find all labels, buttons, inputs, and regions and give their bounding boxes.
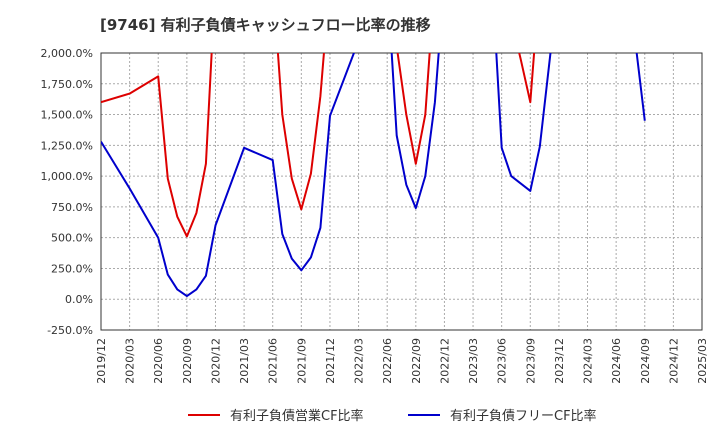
x-tick-label: 2022/06 bbox=[381, 338, 394, 384]
x-tick-label: 2021/06 bbox=[267, 338, 280, 384]
y-tick-label: 500.0% bbox=[51, 232, 93, 245]
y-tick-label: 1,750.0% bbox=[41, 78, 93, 91]
legend-label-1: 有利子負債営業CF比率 bbox=[230, 408, 364, 424]
x-tick-label: 2020/06 bbox=[152, 338, 165, 384]
x-tick-label: 2022/12 bbox=[438, 338, 451, 384]
y-tick-label: 250.0% bbox=[51, 262, 93, 275]
y-tick-label: 1,500.0% bbox=[41, 109, 93, 122]
y-tick-label: 750.0% bbox=[51, 201, 93, 214]
x-tick-label: 2021/09 bbox=[295, 338, 308, 384]
x-tick-label: 2020/09 bbox=[181, 338, 194, 384]
y-tick-label: 0.0% bbox=[65, 293, 93, 306]
grid bbox=[100, 52, 703, 331]
y-tick-label: 1,250.0% bbox=[41, 139, 93, 152]
x-tick-label: 2023/12 bbox=[553, 338, 566, 384]
x-tick-label: 2021/03 bbox=[238, 338, 251, 384]
x-tick-label: 2025/03 bbox=[696, 338, 709, 384]
legend-label-2: 有利子負債フリーCF比率 bbox=[450, 408, 597, 424]
x-tick-label: 2019/12 bbox=[95, 338, 108, 384]
legend: 有利子負債営業CF比率 有利子負債フリーCF比率 bbox=[188, 408, 597, 424]
series-line-1 bbox=[101, 53, 536, 238]
chart-title: [9746] 有利子負債キャッシュフロー比率の推移 bbox=[100, 16, 431, 34]
x-tick-label: 2024/03 bbox=[582, 338, 595, 384]
y-tick-label: 2,000.0% bbox=[41, 47, 93, 60]
series-line-2 bbox=[101, 53, 646, 298]
x-tick-label: 2020/12 bbox=[209, 338, 222, 384]
x-tick-label: 2024/09 bbox=[639, 338, 652, 384]
series bbox=[101, 53, 646, 298]
x-tick-label: 2021/12 bbox=[324, 338, 337, 384]
axes: -250.0% 0.0% 250.0% 500.0% 750.0% 1,000.0% 1,2… bbox=[41, 47, 709, 384]
x-tick-label: 2023/06 bbox=[496, 338, 509, 384]
y-tick-label: -250.0% bbox=[47, 324, 93, 337]
plot-frame bbox=[100, 52, 703, 331]
x-tick-label: 2023/03 bbox=[467, 338, 480, 384]
x-tick-label: 2024/06 bbox=[610, 338, 623, 384]
x-tick-label: 2020/03 bbox=[124, 338, 137, 384]
x-tick-label: 2022/09 bbox=[410, 338, 423, 384]
x-tick-label: 2022/03 bbox=[353, 338, 366, 384]
x-tick-label: 2024/12 bbox=[667, 338, 680, 384]
x-tick-label: 2023/09 bbox=[524, 338, 537, 384]
y-tick-label: 1,000.0% bbox=[41, 170, 93, 183]
